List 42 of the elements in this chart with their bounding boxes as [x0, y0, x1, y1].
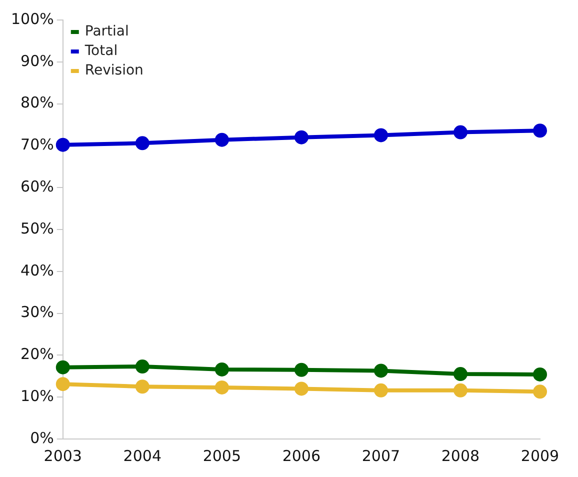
point: [374, 364, 388, 378]
y-tick-label: 40%: [20, 261, 54, 280]
legend-label: Total: [84, 43, 118, 60]
legend-label: Revision: [84, 62, 144, 79]
point: [135, 380, 150, 394]
point: [56, 360, 70, 374]
y-tick-label: 30%: [20, 303, 54, 322]
legend-label: Partial: [84, 24, 129, 40]
point: [135, 136, 150, 150]
x-tick-label: 2005: [202, 446, 242, 465]
point: [533, 124, 547, 138]
point: [453, 383, 468, 398]
x-tick-label: 2007: [362, 446, 400, 465]
y-tick-label: 100%: [10, 10, 54, 28]
y-tick-label: 80%: [20, 94, 54, 112]
x-tick-label: 2003: [44, 446, 82, 465]
point: [56, 377, 70, 392]
y-tick-label: 50%: [20, 219, 54, 238]
x-tick-label: 2009: [520, 446, 560, 465]
y-tick-label: 10%: [20, 386, 54, 405]
y-tick-label: 90%: [20, 52, 54, 70]
x-tick-label: 2008: [441, 446, 480, 465]
y-tick-label: 0%: [30, 428, 54, 447]
point: [533, 384, 547, 399]
point: [374, 383, 388, 398]
point: [135, 360, 150, 374]
point: [214, 380, 229, 394]
point: [294, 382, 308, 396]
point: [214, 132, 229, 147]
y-tick-label: 70%: [20, 136, 54, 154]
y-tick-label: 60%: [20, 177, 54, 196]
x-tick-label: 2004: [123, 446, 162, 465]
y-tick-label: 20%: [20, 345, 54, 364]
point: [56, 138, 70, 152]
point: [294, 362, 308, 377]
point: [214, 362, 229, 376]
point: [533, 367, 547, 382]
point: [294, 130, 308, 144]
x-tick-label: 2006: [282, 446, 321, 465]
point: [453, 125, 468, 140]
point: [453, 367, 468, 382]
point: [374, 128, 388, 142]
